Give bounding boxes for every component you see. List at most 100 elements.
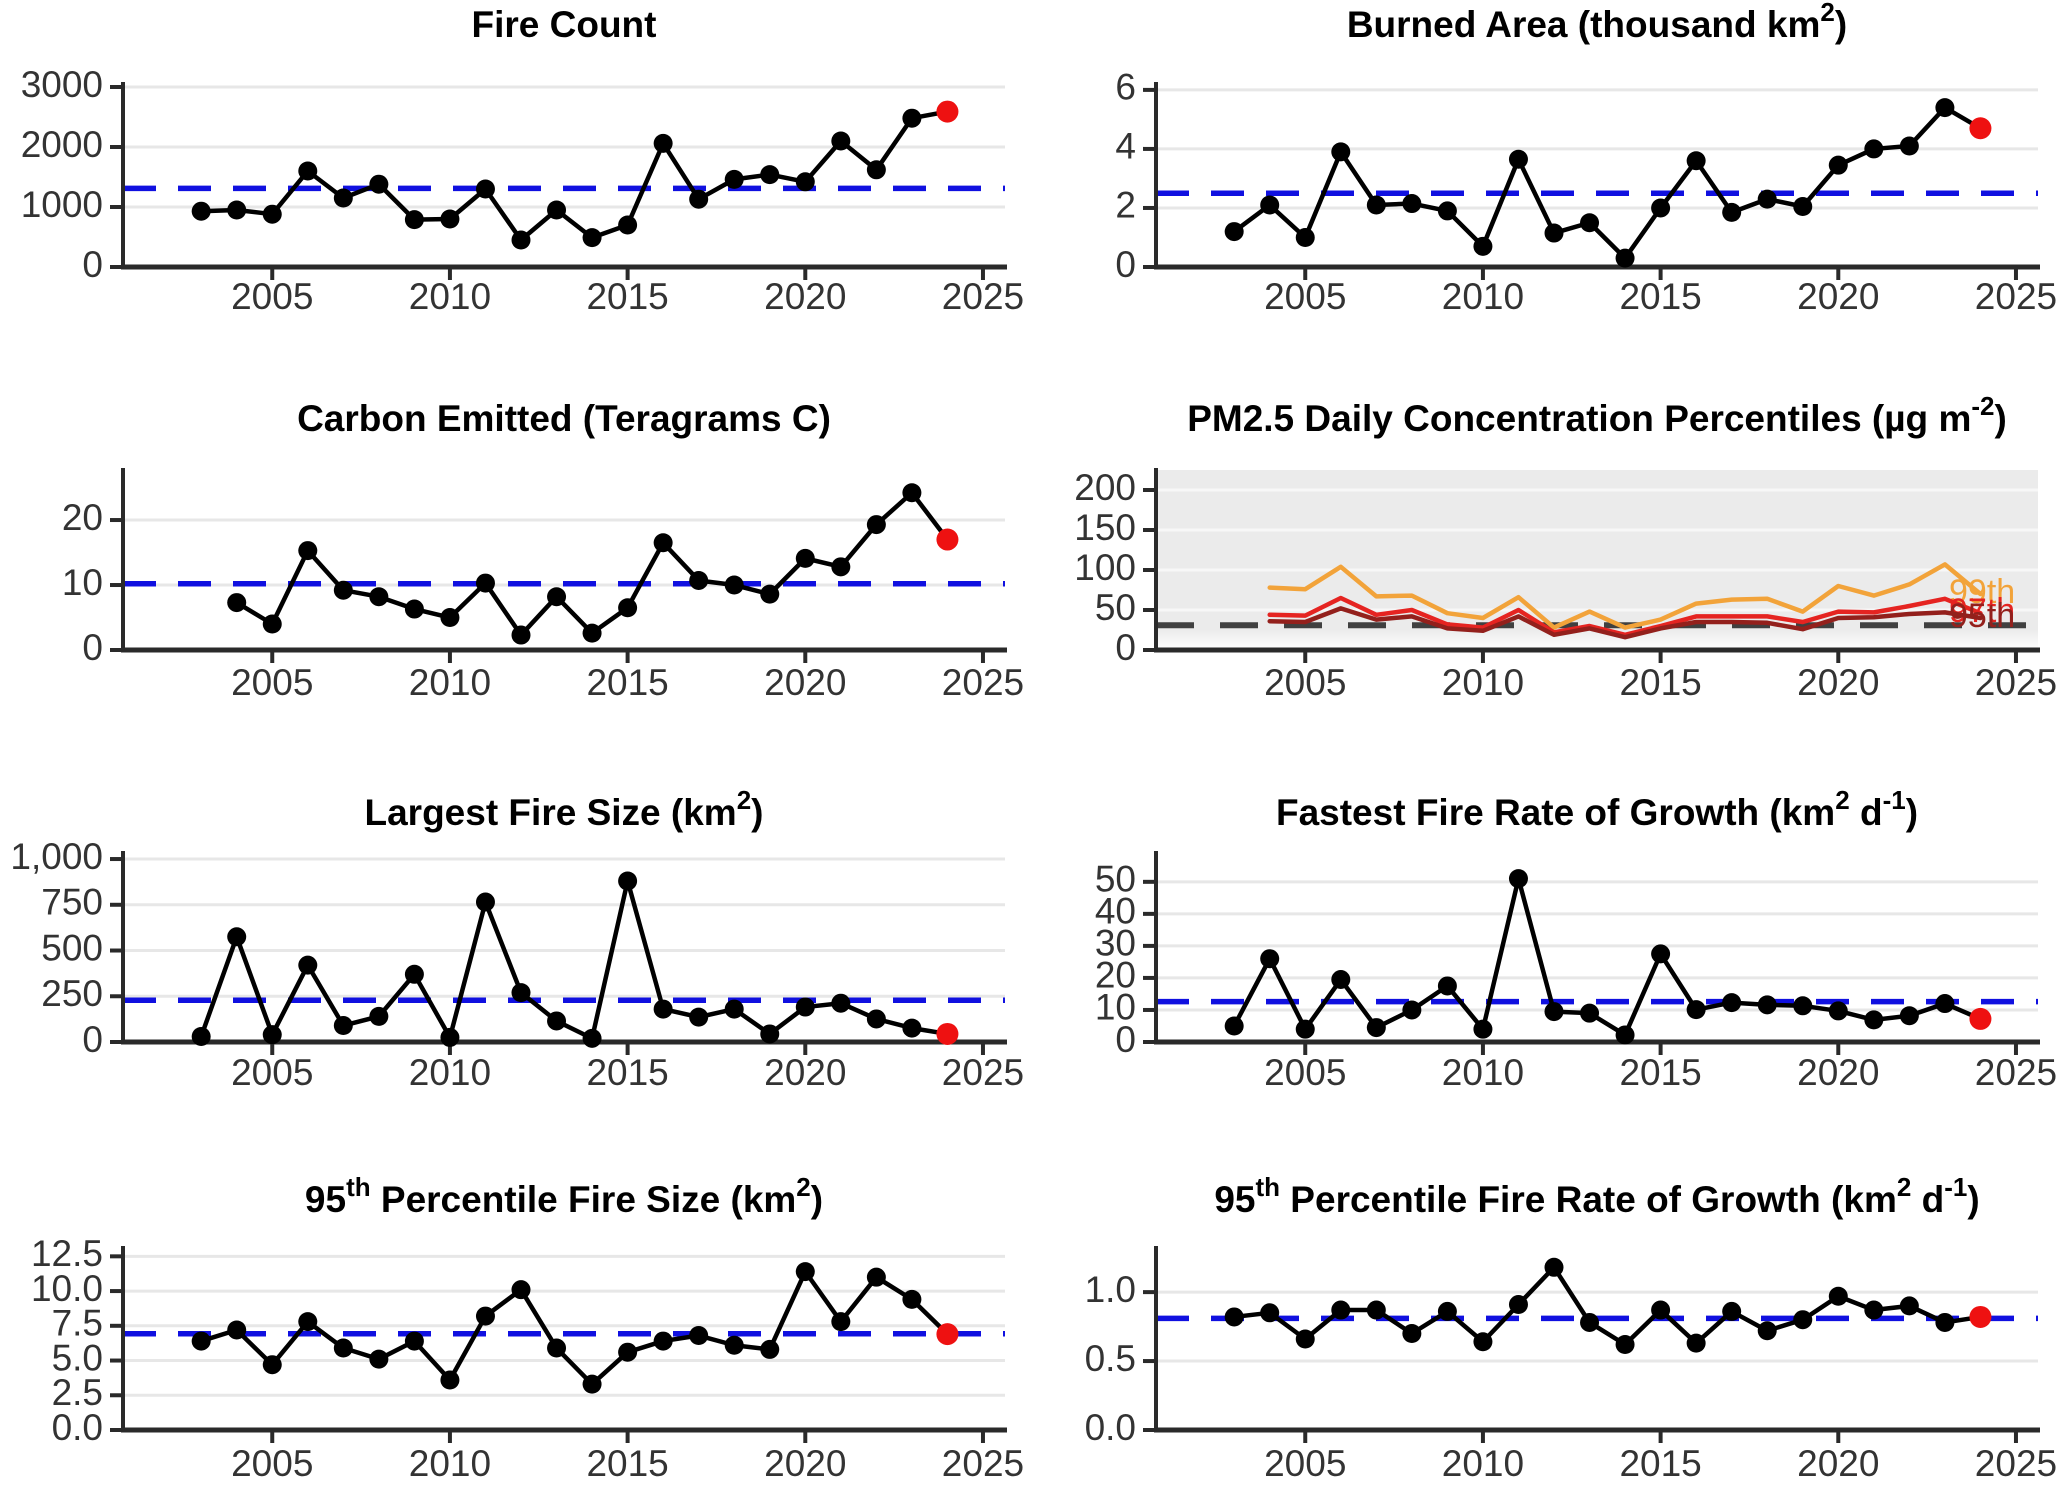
data-point [262,614,282,634]
threshold-shade-fade [1156,630,2038,650]
x-tick-label: 2025 [942,276,1024,317]
series-line-annual-fastest-growth [1231,876,1983,1038]
data-point [1473,1332,1493,1352]
x-tick-label: 2010 [1442,662,1524,703]
panel-pm25-percentiles: 2005 2010 2015 2020 202505010015020099th97th… [1074,391,2057,703]
data-point [618,598,638,618]
data-point [369,1349,389,1369]
x-tick-label: 2020 [764,1052,846,1093]
panel-title-burned-area: Burned Area (thousand km2) [1347,0,1847,45]
x-tick-label: 2005 [1264,1443,1346,1484]
x-tick-label: 2020 [764,276,846,317]
panel-title-largest-fire-size: Largest Fire Size (km2) [365,785,764,833]
y-tick-label: 0.0 [52,1407,103,1448]
data-point [1331,1300,1351,1320]
series-line-annual-p95-fire-size [198,1269,950,1387]
x-tick-label: 2015 [1619,662,1701,703]
data-point [795,997,815,1017]
data-point [618,215,638,235]
data-point [262,1355,282,1375]
data-point [475,1306,495,1326]
panel-burned-area: 2005 2010 2015 2020 2025 0 2 4 6 Burned Area (tho… [1115,0,2057,317]
data-point [1615,248,1635,268]
y-tick-label: 50 [1095,859,1136,900]
data-point [475,573,495,593]
data-point [1473,1019,1493,1039]
data-point [1828,1286,1848,1306]
data-point [227,927,247,947]
data-point [1757,1321,1777,1341]
data-point [298,1312,318,1332]
data-point [653,999,673,1019]
y-tick-label: 1.0 [1085,1269,1136,1310]
x-tick-label: 2020 [764,662,846,703]
latest-year-point [1969,1007,1992,1030]
x-tick-label: 2025 [942,1443,1024,1484]
x-tick-label: 2025 [1975,662,2057,703]
data-point [191,1027,211,1047]
data-point [1935,1312,1955,1332]
x-tick-label: 2025 [1975,1443,2057,1484]
latest-year-point [936,100,959,123]
series-label-pm25-95th-percentile: 95th [1949,597,2015,635]
series-line-annual-fire-count [198,109,950,243]
data-point [298,161,318,181]
x-tick-label: 2015 [586,1052,668,1093]
latest-year-point [936,528,959,551]
y-tick-label: 200 [1074,467,1136,508]
data-point [689,1326,709,1346]
y-tick-label: 2000 [21,124,103,165]
data-point [724,999,744,1019]
series-label-pm25-97th-percentile: 97th [1949,592,2015,630]
panel-p95-fire-size: 2005 2010 2015 2020 2025 0.02.55.07.510.012.5… [31,1172,1024,1484]
y-tick-label: 0 [1115,627,1136,668]
data-point [1793,196,1813,216]
x-tick-label: 2015 [586,662,668,703]
data-point [724,575,744,595]
data-point [689,1007,709,1027]
data-point [1580,1003,1600,1023]
y-tick-label: 40 [1095,891,1136,932]
panel-fire-count: 2005 2010 2015 2020 2025 0 1000 2000 3000 Fire Co… [21,4,1024,317]
data-point [511,625,531,645]
series-line-annual-largest-fire-size [198,878,950,1041]
data-point [724,1335,744,1355]
y-tick-label: 10 [1095,987,1136,1028]
data-point [547,1338,567,1358]
panel-title-fire-count: Fire Count [472,4,657,45]
data-point [1935,98,1955,118]
series-line-pm25-97th-percentile [1267,595,1983,638]
x-tick-label: 2010 [1442,276,1524,317]
data-point [582,228,602,248]
x-tick-label: 2005 [231,276,313,317]
data-point [831,1312,851,1332]
data-point [1544,1002,1564,1022]
data-point [511,1280,531,1300]
y-tick-label: 10.0 [31,1268,103,1309]
threshold-shade-region [1156,470,2038,630]
data-point [1331,970,1351,990]
latest-year-point [1969,117,1992,140]
data-point [227,200,247,220]
data-point [333,188,353,208]
latest-year-point [936,1323,959,1346]
y-tick-label: 50 [1095,587,1136,628]
data-point [1828,155,1848,175]
data-point [582,1374,602,1394]
x-tick-label: 2025 [942,662,1024,703]
data-point [689,570,709,590]
data-point [1544,1257,1564,1277]
data-point [902,108,922,128]
data-point [1651,198,1671,218]
data-point [1864,1300,1884,1320]
x-tick-label: 2010 [1442,1443,1524,1484]
y-tick-label: 0 [1115,244,1136,285]
data-point [1722,202,1742,222]
data-point [333,580,353,600]
y-tick-label: 0.0 [1085,1407,1136,1448]
data-point [1793,996,1813,1016]
data-point [760,584,780,604]
x-tick-label: 2010 [409,662,491,703]
data-point [369,174,389,194]
data-point [1260,949,1280,969]
